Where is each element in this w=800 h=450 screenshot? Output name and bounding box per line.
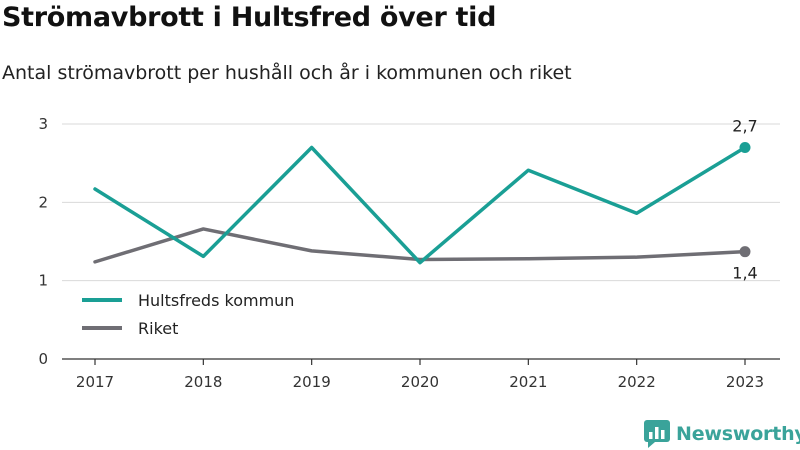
x-tick-label-2019: 2019 <box>293 373 331 391</box>
series-end-point-0 <box>739 142 751 153</box>
series-line-0 <box>93 145 747 265</box>
x-tick-label-2021: 2021 <box>509 373 547 391</box>
x-tick-label-2018: 2018 <box>184 373 222 391</box>
chart-subtitle: Antal strömavbrott per hushåll och år i … <box>2 62 572 84</box>
x-tick-label-2017: 2017 <box>76 373 114 391</box>
y-tick-label-3: 3 <box>38 115 48 133</box>
y-tick-label-0: 0 <box>38 350 48 368</box>
newsworthy-logo-icon <box>644 420 670 448</box>
y-tick-label-1: 1 <box>38 272 48 290</box>
y-tick-label-2: 2 <box>38 193 48 211</box>
legend-label-0: Hultsfreds kommun <box>138 291 294 310</box>
chart-title: Strömavbrott i Hultsfred över tid <box>2 2 497 33</box>
x-tick-label-2022: 2022 <box>618 373 656 391</box>
legend-label-1: Riket <box>138 319 178 338</box>
brand-name: Newsworthy <box>676 423 800 445</box>
series-line-1 <box>93 227 747 264</box>
data-label-end-1: 1,4 <box>732 264 757 283</box>
x-tick-label-2020: 2020 <box>401 373 439 391</box>
data-label-end-0: 2,7 <box>732 117 757 136</box>
brand-logo: Newsworthy <box>644 419 800 449</box>
series-end-point-1 <box>739 246 751 258</box>
x-tick-label-2023: 2023 <box>726 373 764 391</box>
